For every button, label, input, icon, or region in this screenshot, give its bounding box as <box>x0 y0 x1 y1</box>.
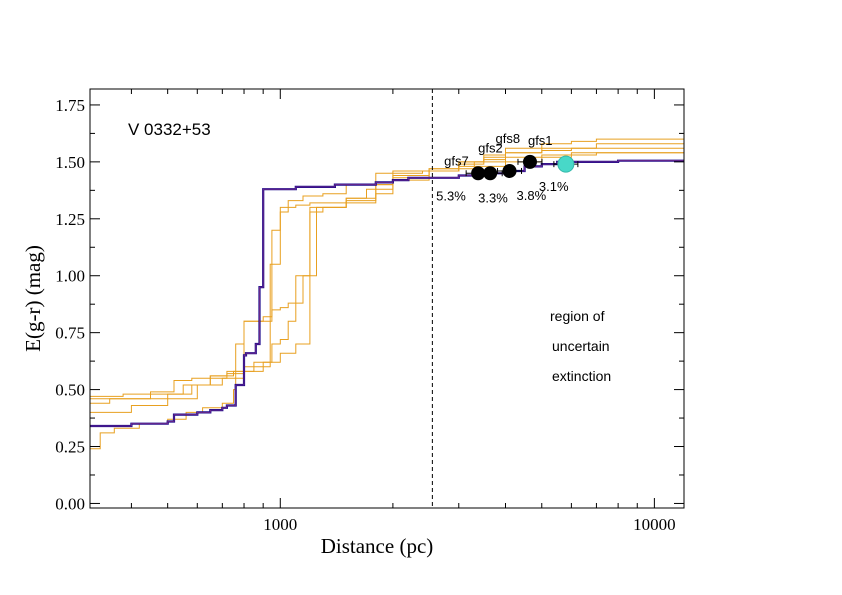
star-point-gfs1 <box>522 154 537 169</box>
point-label: gfs1 <box>528 133 553 148</box>
y-tick-label: 1.75 <box>55 96 85 115</box>
region-annotation-line-1: region of <box>550 308 605 324</box>
star-point-gfs8 <box>502 163 517 178</box>
point-error-label: 3.1% <box>539 179 569 194</box>
points-layer: gfs7 5.3% gfs2 3.3% gfs8 3.8% gfs1 3.1% <box>436 131 579 205</box>
y-tick-label: 0.50 <box>55 381 85 400</box>
point-label: gfs7 <box>444 153 469 168</box>
point-error-label: 3.3% <box>478 190 508 205</box>
extinction-main-profile-overlay <box>90 160 684 427</box>
region-annotation-line-2: uncertain <box>552 338 610 354</box>
chart-title: V 0332+53 <box>128 120 211 139</box>
point-error-label: 5.3% <box>436 188 466 203</box>
region-annotation-line-3: extinction <box>552 368 611 384</box>
y-tick-label: 0.75 <box>55 324 85 343</box>
star-point-gfs2 <box>483 166 498 181</box>
point-error-label: 3.8% <box>517 188 547 203</box>
point-label: gfs2 <box>478 140 503 155</box>
y-axis-label: E(g-r) (mag) <box>21 245 45 352</box>
point-label: gfs8 <box>496 131 521 146</box>
axes-layer: 0.00 0.25 0.50 0.75 1.00 1.25 1.50 1.75 1000 1000… <box>55 89 684 534</box>
curves-layer <box>90 136 685 450</box>
y-tick-label: 1.50 <box>55 153 85 172</box>
x-axis-label: Distance (pc) <box>321 534 434 558</box>
extinction-realization-5 <box>90 150 685 400</box>
x-tick-label: 10000 <box>633 515 676 534</box>
y-tick-label: 0.25 <box>55 438 85 457</box>
y-tick-label: 1.00 <box>55 267 85 286</box>
y-tick-label: 1.25 <box>55 210 85 229</box>
plot-frame <box>89 88 685 509</box>
star-point-cyan <box>557 155 575 173</box>
y-tick-label: 0.00 <box>55 494 85 513</box>
x-tick-label: 1000 <box>263 515 297 534</box>
